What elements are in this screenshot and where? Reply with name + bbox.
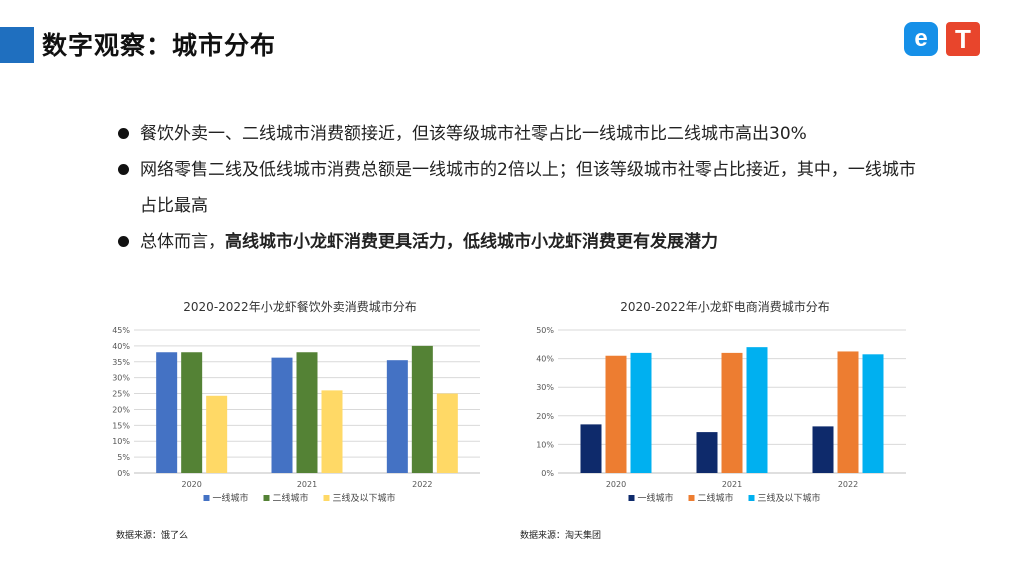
y-tick-label: 5% (117, 453, 130, 462)
source-note-left: 数据来源：饿了么 (116, 531, 189, 541)
y-tick-label: 50% (536, 326, 554, 335)
chart-food-delivery-svg: 2020-2022年小龙虾餐饮外卖消费城市分布 0% 5% 10% 15% 20% 25% 3… (112, 299, 480, 504)
y-tick-label: 20% (112, 405, 130, 414)
bullet-dot-icon (118, 128, 129, 139)
y-tick-label: 25% (112, 390, 130, 399)
bar (206, 395, 228, 473)
bar (580, 424, 602, 473)
y-tick-label: 45% (112, 326, 130, 335)
x-tick-label: 2022 (412, 480, 432, 489)
y-tick-label: 10% (536, 440, 554, 449)
bullet-dot-icon (118, 164, 129, 175)
y-tick-label: 20% (536, 412, 554, 421)
legend-label: 一线城市 (213, 492, 249, 504)
bar (321, 390, 343, 473)
legend-label: 三线及以下城市 (333, 492, 396, 504)
page-title: 数字观察：城市分布 (42, 31, 277, 60)
bar (156, 352, 178, 473)
chart-title: 2020-2022年小龙虾电商消费城市分布 (620, 299, 829, 314)
bullet-item: 网络零售二线及低线城市消费总额是一线城市的2倍以上；但该等级城市社零占比接近，其… (118, 152, 918, 224)
chart-title: 2020-2022年小龙虾餐饮外卖消费城市分布 (183, 299, 416, 314)
legend-swatch (688, 495, 695, 501)
legend-label: 三线及以下城市 (758, 492, 821, 504)
x-tick-label: 2022 (838, 480, 858, 489)
bar (746, 347, 768, 473)
legend-swatch (263, 495, 270, 501)
legend-swatch (203, 495, 210, 501)
bar (630, 352, 652, 473)
legend-swatch (628, 495, 635, 501)
bar (605, 355, 627, 473)
brand-t-logo: T (946, 22, 980, 56)
bullet-bold-text: 高线城市小龙虾消费更具活力，低线城市小龙虾消费更有发展潜力 (225, 232, 718, 252)
bullet-item: 总体而言，高线城市小龙虾消费更具活力，低线城市小龙虾消费更有发展潜力 (118, 224, 918, 260)
legend-swatch (748, 495, 755, 501)
y-tick-label: 35% (112, 358, 130, 367)
legend-label: 二线城市 (273, 492, 309, 504)
y-tick-label: 30% (112, 374, 130, 383)
bullet-dot-icon (118, 236, 129, 247)
legend-label: 一线城市 (638, 492, 674, 504)
bullet-text: 餐饮外卖一、二线城市消费额接近，但该等级城市社零占比一线城市比二线城市高出30% (140, 124, 807, 144)
x-tick-label: 2020 (181, 480, 201, 489)
x-tick-label: 2020 (606, 480, 626, 489)
bullet-item: 餐饮外卖一、二线城市消费额接近，但该等级城市社零占比一线城市比二线城市高出30% (118, 116, 918, 152)
bar (837, 351, 859, 473)
bar (721, 352, 743, 473)
x-tick-label: 2021 (722, 480, 742, 489)
y-tick-label: 40% (536, 355, 554, 364)
chart-food-delivery: 2020-2022年小龙虾餐饮外卖消费城市分布 0% 5% 10% 15% 20% 25% 3… (110, 292, 490, 526)
bar (296, 352, 318, 473)
y-tick-label: 15% (112, 421, 130, 430)
bar (812, 426, 834, 473)
brand-e-logo: e (904, 22, 938, 56)
bar (411, 345, 433, 473)
legend-label: 二线城市 (698, 492, 734, 504)
title-accent-bar (0, 27, 34, 63)
bar (181, 352, 203, 473)
bullet-text: 网络零售二线及低线城市消费总额是一线城市的2倍以上；但该等级城市社零占比接近，其… (140, 160, 916, 216)
bar (696, 432, 718, 473)
chart-ecommerce-svg: 2020-2022年小龙虾电商消费城市分布 0% 10% 20% 30% 40% 50% 20… (536, 299, 906, 504)
x-tick-label: 2021 (297, 480, 317, 489)
bar (271, 357, 293, 473)
legend-swatch (323, 495, 330, 501)
y-tick-label: 30% (536, 383, 554, 392)
bar (386, 360, 408, 473)
source-note-right: 数据来源：淘天集团 (520, 531, 602, 541)
bullet-list: 餐饮外卖一、二线城市消费额接近，但该等级城市社零占比一线城市比二线城市高出30%… (118, 116, 918, 260)
bullet-text: 总体而言， (140, 232, 225, 252)
y-tick-label: 10% (112, 437, 130, 446)
y-tick-label: 0% (541, 469, 554, 478)
y-tick-label: 40% (112, 342, 130, 351)
bar (436, 393, 458, 473)
bar (862, 354, 884, 473)
y-tick-label: 0% (117, 469, 130, 478)
chart-ecommerce: 2020-2022年小龙虾电商消费城市分布 0% 10% 20% 30% 40% 50% 20… (530, 292, 920, 526)
